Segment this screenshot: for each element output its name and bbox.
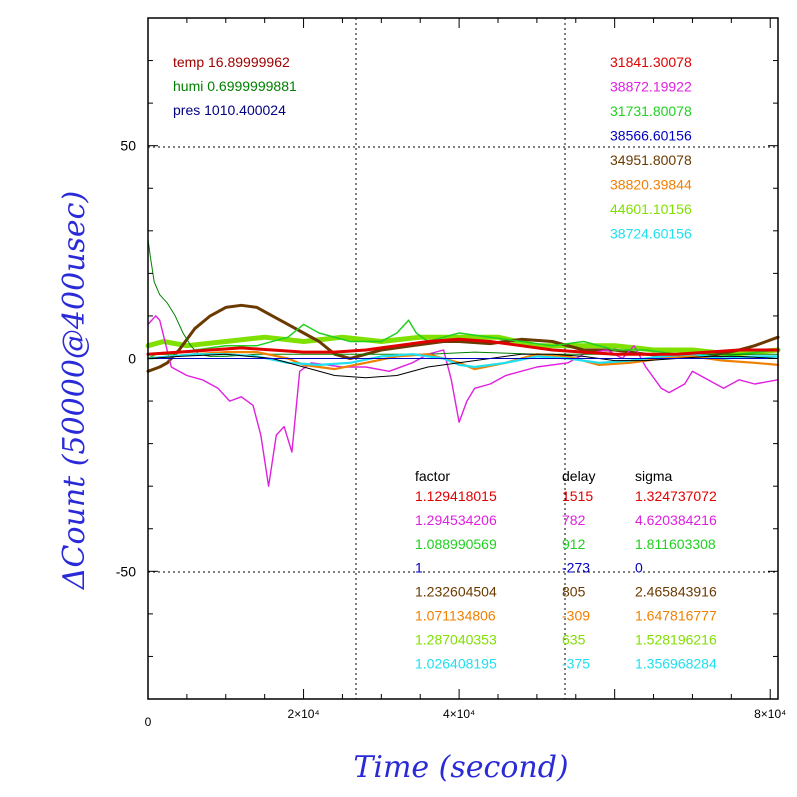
- series-value-label: 31731.80078: [610, 103, 692, 119]
- y-tick-label: 50: [120, 138, 136, 154]
- table-cell-delay: 805: [562, 584, 586, 600]
- coefficient-table: factor delay sigma 1.129418015 1515 1.3247370…: [415, 468, 717, 671]
- table-cell-delay: -375: [562, 655, 590, 671]
- table-cell-factor: 1.026408195: [415, 655, 497, 671]
- series-line-3: [147, 315, 779, 487]
- series-value-label: 38872.19922: [610, 79, 692, 95]
- table-cell-sigma: 4.620384216: [635, 512, 717, 528]
- table-cell-sigma: 1.356968284: [635, 655, 717, 671]
- table-cell-sigma: 1.528196216: [635, 631, 717, 647]
- table-header: sigma: [635, 468, 673, 484]
- plot-frame: [147, 17, 779, 700]
- series-value-label: 38820.39844: [610, 177, 692, 193]
- x-tick-labels: 2×10⁴ 4×10⁴ 8×10⁴: [287, 707, 786, 721]
- series-value-label: 34951.80078: [610, 152, 692, 168]
- y-tick-label: -50: [116, 563, 136, 579]
- table-cell-delay: -309: [562, 608, 590, 624]
- table-cell-factor: 1.232604504: [415, 584, 497, 600]
- table-cell-factor: 1.294534206: [415, 512, 497, 528]
- env-label: temp 16.89999962: [173, 54, 290, 70]
- env-labels: temp 16.89999962 humi 0.6999999881 pres 10…: [173, 54, 297, 118]
- series-line-4: [147, 319, 779, 360]
- table-cell-delay: -273: [562, 560, 590, 576]
- series-line-1: [145, 334, 781, 357]
- env-label: pres 1010.400024: [173, 102, 286, 118]
- table-cell-factor: 1.287040353: [415, 631, 497, 647]
- x-axis-title: Time (second): [353, 750, 568, 785]
- table-cell-delay: 1515: [562, 488, 593, 504]
- table-cell-sigma: 2.465843916: [635, 584, 717, 600]
- table-cell-sigma: 1.324737072: [635, 488, 717, 504]
- table-cell-delay: 635: [562, 631, 586, 647]
- table-cell-factor: 1.129418015: [415, 488, 497, 504]
- y-axis-title: ΔCount (50000@400usec): [57, 191, 92, 590]
- table-cell-sigma: 1.647816777: [635, 608, 717, 624]
- table-header: delay: [562, 468, 595, 484]
- x-tick-label: 8×10⁴: [754, 707, 786, 721]
- y-tick-label: 0: [128, 351, 136, 367]
- series-value-label: 44601.10156: [610, 201, 692, 217]
- x-tick-zero: 0: [145, 715, 152, 729]
- table-cell-sigma: 0: [635, 560, 643, 576]
- series-value-label: 38724.60156: [610, 226, 692, 242]
- series-line-10: [146, 337, 780, 356]
- table-header: factor: [415, 468, 450, 484]
- y-tick-labels: 50 0 -50: [116, 138, 136, 580]
- table-cell-factor: 1.088990569: [415, 536, 497, 552]
- table-cell-delay: 912: [562, 536, 586, 552]
- env-label: humi 0.6999999881: [173, 78, 297, 94]
- table-cell-factor: 1: [415, 560, 423, 576]
- table-cell-delay: 782: [562, 512, 586, 528]
- series-value-label: 31841.30078: [610, 54, 692, 70]
- table-cell-sigma: 1.811603308: [635, 536, 716, 552]
- x-tick-label: 4×10⁴: [443, 707, 475, 721]
- series-labels: 31841.30078 38872.19922 31731.80078 38566.6…: [610, 54, 692, 242]
- table-cell-factor: 1.071134806: [415, 608, 496, 624]
- series-value-label: 38566.60156: [610, 128, 692, 144]
- series-layer: [145, 238, 781, 487]
- x-tick-label: 2×10⁴: [287, 707, 319, 721]
